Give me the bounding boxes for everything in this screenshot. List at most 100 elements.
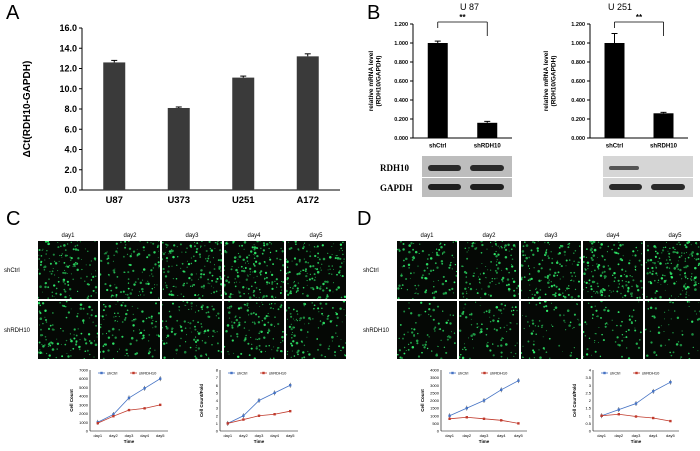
y-tick-label: 3000	[430, 383, 440, 388]
row-label: shRDH10	[363, 328, 390, 334]
x-tick-label: day1	[93, 433, 102, 438]
data-point	[482, 417, 486, 420]
y-tick-label: 2	[589, 398, 592, 403]
blot-band	[470, 184, 504, 190]
day-label: day2	[482, 233, 496, 239]
day-label: day2	[123, 233, 137, 239]
y-tick-label: 4	[589, 368, 592, 373]
panel-d-cell-count-chart: 0 500 1000 1500 2000 2500 3000 3500 4000 day1 day2…	[420, 368, 527, 444]
data-point	[482, 399, 486, 402]
legend-label: shCtrl	[458, 371, 469, 376]
y-tick-label: 2	[216, 413, 219, 418]
blot-label-rdh10: RDH10	[380, 163, 409, 173]
y-tick-label: 5000	[79, 385, 89, 390]
y-tick-label: 3500	[430, 375, 440, 380]
legend-marker	[483, 371, 486, 375]
y-tick-label: 7000	[79, 368, 89, 373]
fluorescence-micrograph	[397, 301, 457, 359]
u87-title: U 87	[460, 2, 480, 12]
fluorescence-micrograph	[38, 241, 98, 299]
data-point	[617, 408, 620, 411]
x-tick-label: U373	[167, 195, 190, 206]
y-tick-label: 0.0	[64, 185, 77, 195]
y-axis-label: Cell Count/Fold	[199, 384, 204, 417]
y-tick-label: 500	[432, 421, 439, 426]
y-tick-label: 4.0	[64, 145, 77, 155]
legend-marker	[100, 371, 103, 375]
panel-label-d: D	[357, 208, 372, 230]
row-label: shRDH10	[4, 328, 31, 334]
data-point	[500, 419, 503, 422]
y-tick-label: 5	[216, 390, 219, 395]
fluorescence-micrograph	[459, 301, 519, 359]
fluorescence-micrograph	[583, 301, 643, 359]
data-point	[127, 396, 131, 400]
data-point	[143, 407, 146, 410]
data-point	[112, 413, 115, 416]
y-tick-label: 6000	[79, 376, 89, 381]
y-tick-label: 3	[589, 383, 592, 388]
legend-marker	[603, 371, 606, 375]
data-point	[159, 403, 162, 407]
x-tick-label: day3	[255, 433, 264, 438]
fluorescence-micrograph	[286, 241, 346, 299]
bar	[296, 56, 319, 190]
y-tick-label: 1000	[79, 420, 89, 425]
x-tick-label: day5	[666, 433, 675, 438]
y-tick-label: 3.5	[585, 375, 591, 380]
x-tick-label: day2	[239, 433, 248, 438]
legend-label: shRDH10	[139, 371, 157, 376]
legend-marker	[262, 371, 265, 375]
data-point	[257, 414, 261, 417]
data-point	[465, 406, 468, 410]
bar	[232, 77, 255, 190]
x-axis-label: Time	[631, 439, 642, 444]
x-tick-label: day1	[597, 433, 606, 438]
legend-label: shRDH10	[490, 371, 508, 376]
u87-mrna-chart: 0.000 0.200 0.400 0.600 0.800 1.000 1.200 shCtr…	[368, 13, 512, 150]
significance-marker: **	[636, 13, 643, 22]
y-tick-label: 0	[589, 429, 592, 434]
blot-band	[470, 165, 504, 171]
blot-band	[609, 184, 642, 190]
data-point	[652, 416, 655, 420]
data-point	[273, 391, 276, 395]
fluorescence-micrograph	[100, 301, 160, 359]
panel-d-fold-chart: 0 0.5 1 1.5 2 2.5 3 3.5 4 day1 day2 day3 day4 day5 Tim…	[572, 368, 679, 444]
x-tick-label: day2	[109, 433, 118, 438]
data-point	[159, 377, 162, 380]
y-tick-label: 1000	[430, 413, 440, 418]
data-point	[500, 388, 503, 392]
legend-marker	[635, 371, 638, 375]
y-axis-label: Cell Count	[420, 389, 425, 412]
data-point	[448, 417, 451, 420]
x-tick-label: day5	[514, 433, 523, 438]
panel-c-cell-count-chart: 0 1000 2000 3000 4000 5000 6000 7000 day1 day2 day…	[69, 368, 168, 444]
bar	[167, 107, 190, 190]
x-tick-label: day2	[462, 433, 471, 438]
fluorescence-micrograph	[162, 241, 222, 299]
y-tick-label: 8	[216, 368, 219, 373]
bar	[103, 62, 126, 190]
x-tick-label: day1	[223, 433, 232, 438]
legend-marker	[451, 371, 454, 375]
x-tick-label: day5	[286, 433, 295, 438]
y-tick-label: 6	[216, 383, 219, 388]
y-tick-label: 16.0	[59, 23, 77, 33]
fluorescence-micrograph	[38, 301, 98, 359]
panel-label-c: C	[6, 208, 21, 230]
fluorescence-micrograph	[645, 301, 700, 359]
fluorescence-micrograph	[100, 241, 160, 299]
series-line	[97, 404, 161, 424]
data-point	[652, 390, 655, 393]
data-point	[669, 419, 672, 423]
y-tick-label: 2000	[430, 398, 440, 403]
legend-label: shCtrl	[237, 371, 248, 376]
y-tick-label: 0.600	[571, 79, 585, 85]
bar	[427, 43, 448, 138]
day-label: day1	[420, 233, 434, 239]
x-tick-label: shCtrl	[606, 144, 624, 150]
u251-western-blot	[603, 156, 693, 197]
data-point	[448, 414, 451, 417]
fluorescence-micrograph	[162, 301, 222, 359]
